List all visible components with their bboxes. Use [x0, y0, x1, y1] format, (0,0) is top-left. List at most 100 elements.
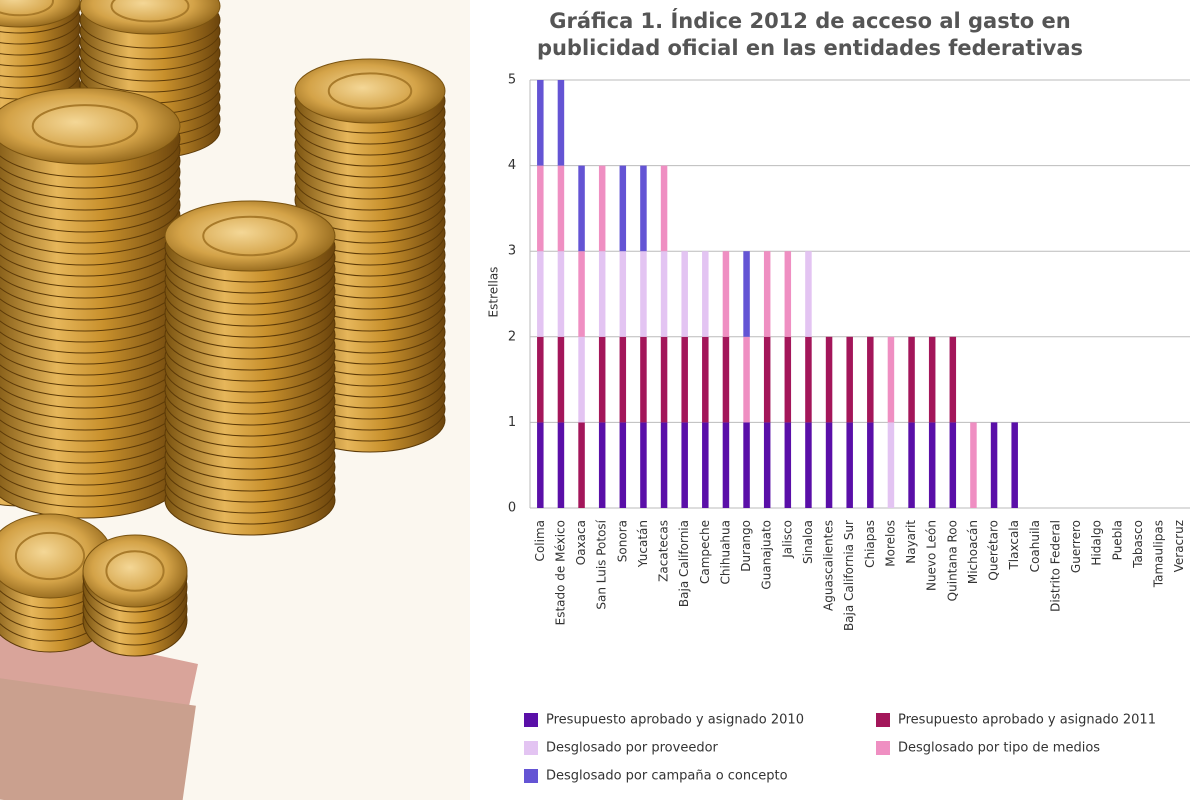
- bar-segment: [867, 336, 874, 423]
- x-tick-label: Jalisco: [780, 520, 794, 559]
- bar-segment: [619, 251, 627, 337]
- bar-segment: [722, 422, 730, 508]
- bar-segment: [949, 422, 957, 508]
- bar-segment: [867, 422, 874, 508]
- bar-segment: [743, 251, 750, 337]
- chart-title: Gráfica 1. Índice 2012 de acceso al gast…: [536, 9, 1084, 60]
- bar-segment: [928, 422, 936, 508]
- bar-segment: [619, 165, 627, 252]
- coin-center: [105, 550, 165, 592]
- bar-segment: [640, 165, 647, 252]
- x-tick-label: Quintana Roo: [945, 520, 959, 601]
- bar-segment: [640, 422, 647, 508]
- bar-segment: [805, 422, 812, 508]
- bar-segment: [640, 336, 647, 423]
- coin-face: [0, 0, 81, 28]
- y-tick-label: 0: [508, 501, 516, 516]
- coin-center: [14, 531, 86, 581]
- legend-swatch: [524, 741, 538, 755]
- x-tick-label: Querétaro: [987, 520, 1001, 581]
- bar-segment: [660, 165, 668, 252]
- x-tick-label: Aguascalientes: [822, 520, 836, 611]
- bar-segment: [825, 336, 833, 423]
- bar-segment: [702, 336, 709, 423]
- coin-center: [327, 72, 413, 110]
- bar-segment: [578, 165, 585, 252]
- coin-face: [0, 87, 181, 165]
- x-tick-label: Morelos: [883, 520, 897, 567]
- bar-segment: [557, 422, 565, 508]
- bar-segment: [784, 422, 792, 508]
- bar-segment: [619, 422, 627, 508]
- x-tick-label: Veracruz: [1172, 520, 1186, 572]
- bar-segment: [578, 336, 585, 423]
- x-tick-label: Oaxaca: [574, 520, 588, 565]
- x-tick-label: Sinaloa: [801, 520, 815, 564]
- y-tick-label: 5: [508, 73, 516, 88]
- x-tick-label: Guerrero: [1069, 520, 1083, 573]
- bar-segment: [537, 251, 544, 337]
- bar-segment: [702, 422, 709, 508]
- bar-segment: [702, 251, 709, 337]
- bar-segment: [743, 422, 750, 508]
- legend-label: Presupuesto aprobado y asignado 2010: [546, 713, 804, 728]
- bar-segment: [681, 422, 688, 508]
- y-tick-label: 2: [508, 329, 516, 344]
- bar-segment: [887, 336, 895, 423]
- coin-center: [110, 0, 190, 23]
- coin-face: [294, 58, 446, 124]
- bar-segment: [578, 251, 585, 337]
- legend-label: Desglosado por campaña o concepto: [546, 769, 788, 784]
- bar-segment: [970, 422, 977, 508]
- x-tick-label: Baja California: [677, 520, 691, 607]
- y-axis-label: Estrellas: [487, 267, 501, 318]
- bar-segment: [598, 422, 606, 508]
- bar-segment: [928, 336, 936, 423]
- x-tick-label: Tamaulipas: [1152, 520, 1166, 588]
- y-tick-label: 3: [508, 244, 516, 259]
- bar-segment: [763, 251, 771, 337]
- x-tick-label: Chihuahua: [718, 520, 732, 584]
- x-tick-label: Durango: [739, 520, 753, 572]
- x-tick-label: Tlaxcala: [1007, 520, 1021, 571]
- legend-swatch: [524, 769, 538, 783]
- x-tick-label: Colima: [533, 520, 547, 561]
- x-tick-label: Guanajuato: [760, 520, 774, 590]
- x-tick-label: Michoacán: [966, 520, 980, 584]
- x-tick-label: Estado de México: [553, 520, 567, 625]
- coin-face: [164, 200, 336, 272]
- bar-segment: [557, 336, 565, 423]
- bar-segment: [557, 80, 565, 166]
- bar-segment: [537, 422, 544, 508]
- bar-segment: [537, 165, 544, 252]
- bar-segment: [681, 336, 688, 423]
- bar-segment: [846, 422, 853, 508]
- bar-segment: [722, 251, 730, 337]
- coin-photo: [0, 0, 470, 800]
- bar-segment: [598, 251, 606, 337]
- x-tick-label: Tabasco: [1131, 520, 1145, 569]
- bar-segment: [619, 336, 627, 423]
- x-tick-label: Yucatán: [636, 520, 650, 568]
- bar-segment: [640, 251, 647, 337]
- bar-segment: [743, 336, 750, 423]
- bar-segment: [763, 422, 771, 508]
- legend-swatch: [524, 713, 538, 727]
- x-tick-label: Nuevo León: [925, 520, 939, 591]
- bar-segment: [990, 422, 998, 508]
- x-tick-label: Nayarit: [904, 520, 918, 564]
- legend-swatch: [876, 713, 890, 727]
- bar-segment: [908, 422, 915, 508]
- x-tick-label: San Luis Potosí: [595, 519, 609, 609]
- bar-segment: [557, 165, 565, 252]
- bar-segment: [784, 336, 792, 423]
- x-tick-label: Hidalgo: [1090, 520, 1104, 566]
- coin-center: [202, 215, 298, 257]
- bar-segment: [598, 165, 606, 252]
- x-tick-label: Coahuila: [1028, 520, 1042, 572]
- x-tick-label: Puebla: [1110, 520, 1124, 560]
- bar-segment: [557, 251, 565, 337]
- x-tick-label: Baja California Sur: [842, 520, 856, 631]
- legend-swatch: [876, 741, 890, 755]
- legend-label: Desglosado por proveedor: [546, 741, 719, 756]
